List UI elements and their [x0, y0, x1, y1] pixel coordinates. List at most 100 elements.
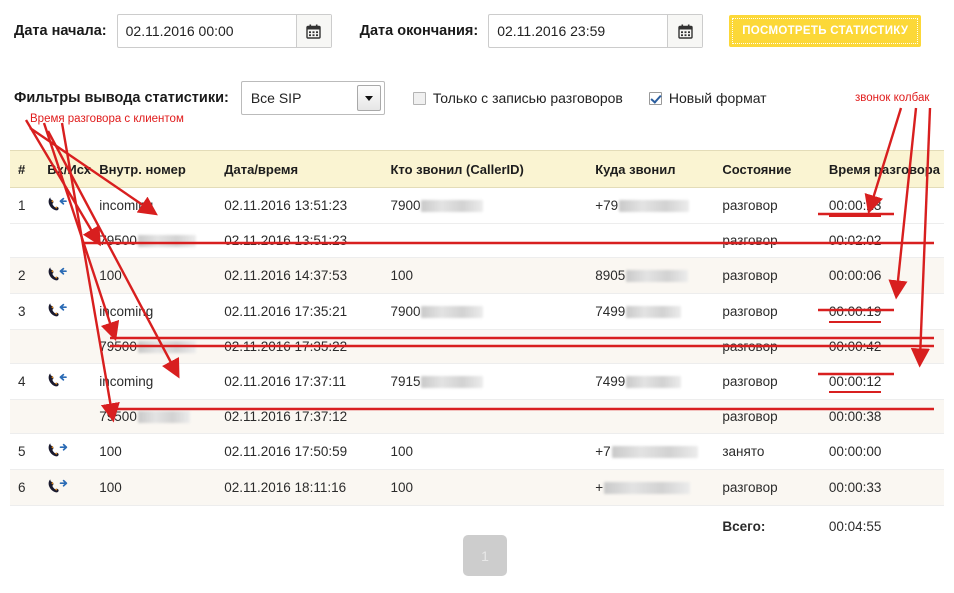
cell-duration: 00:00:42 — [824, 329, 944, 364]
cell-internal-number: 100 — [95, 469, 221, 506]
sip-filter-value: Все SIP — [250, 90, 302, 106]
cell-datetime: 02.11.2016 17:50:59 — [220, 433, 387, 470]
cell-index: 3 — [10, 293, 44, 330]
cell-datetime: 02.11.2016 13:51:23 — [220, 223, 387, 258]
cell-internal-number: 100 — [95, 433, 221, 470]
table-row[interactable]: 79500 02.11.2016 13:51:23 разговор 00:02:02 — [10, 223, 944, 258]
cell-caller-id: 100 — [386, 469, 592, 506]
table-row[interactable]: 5 100 02.11.2016 17:50:59 100 +7 занято 00:00:… — [10, 433, 944, 470]
cell-internal-number: 79500 — [95, 329, 221, 364]
calendar-icon[interactable] — [295, 15, 331, 47]
cell-caller-id — [386, 399, 592, 434]
outgoing-call-icon — [47, 442, 68, 458]
cell-duration: 00:00:19 — [824, 293, 944, 330]
cell-callee: 8905 — [591, 257, 719, 294]
annotation-client-talk-time: Время разговора с клиентом — [30, 113, 184, 125]
cell-index — [10, 329, 44, 364]
outgoing-call-icon — [47, 478, 68, 494]
cell-direction — [43, 329, 96, 364]
cell-state: разговор — [718, 293, 825, 330]
cell-index: 4 — [10, 363, 44, 400]
chevron-down-icon[interactable] — [356, 85, 381, 111]
cell-internal-number: 79500 — [95, 223, 221, 258]
cell-direction — [43, 223, 96, 258]
col-index: # — [10, 150, 44, 188]
cell-state: разговор — [718, 363, 825, 400]
cell-datetime: 02.11.2016 17:37:12 — [220, 399, 387, 434]
cell-state: занято — [718, 433, 825, 470]
table-row[interactable]: 2 100 02.11.2016 14:37:53 100 8905 разговор 00… — [10, 257, 944, 294]
cell-direction — [43, 433, 96, 470]
cell-callee: 7499 — [591, 363, 719, 400]
cell-duration: 00:00:38 — [824, 399, 944, 434]
cell-direction — [43, 363, 96, 400]
annotation-callback-call: звонок колбак — [855, 92, 930, 104]
cell-internal-number: incoming — [95, 363, 221, 400]
call-duration-value: 00:00:38 — [828, 409, 882, 424]
incoming-call-icon — [47, 196, 68, 212]
cell-state: разговор — [718, 399, 825, 434]
pagination-page-1[interactable]: 1 — [463, 535, 507, 576]
redacted-value — [626, 306, 682, 318]
checkbox-box[interactable] — [412, 91, 426, 105]
redacted-value — [137, 235, 196, 247]
new-format-checkbox[interactable]: Новый формат — [648, 90, 767, 106]
table-row[interactable]: 3 incoming 02.11.2016 17:35:21 7900 7499 разг… — [10, 293, 944, 330]
col-direction: Вх/Исх — [43, 150, 96, 188]
show-statistics-button[interactable]: ПОСМОТРЕТЬ СТАТИСТИКУ — [729, 15, 922, 47]
cell-direction — [43, 187, 96, 224]
cell-direction — [43, 469, 96, 506]
col-duration: Время разговора — [824, 150, 944, 188]
cell-state: разговор — [718, 469, 825, 506]
call-duration-value: 00:00:12 — [828, 374, 882, 393]
cell-duration: 00:00:00 — [824, 433, 944, 470]
cell-direction — [43, 293, 96, 330]
cell-direction — [43, 257, 96, 294]
cell-internal-number: 100 — [95, 257, 221, 294]
cell-datetime: 02.11.2016 17:35:22 — [220, 329, 387, 364]
table-row[interactable]: 4 incoming 02.11.2016 17:37:11 7915 7499 разг… — [10, 363, 944, 400]
cell-caller-id: 7915 — [386, 363, 592, 400]
sip-filter-select[interactable]: Все SIP — [240, 81, 385, 115]
table-row[interactable]: 79500 02.11.2016 17:37:12 разговор 00:00:38 — [10, 399, 944, 434]
col-datetime: Дата/время — [220, 150, 387, 188]
col-state: Состояние — [718, 150, 825, 188]
end-date-field[interactable] — [488, 14, 704, 48]
cell-index: 5 — [10, 433, 44, 470]
cell-datetime: 02.11.2016 14:37:53 — [220, 257, 387, 294]
only-with-records-checkbox[interactable]: Только с записью разговоров — [412, 90, 623, 106]
cell-duration: 00:00:33 — [824, 469, 944, 506]
cell-state: разговор — [718, 223, 825, 258]
only-with-records-label: Только с записью разговоров — [432, 90, 623, 106]
cell-callee — [591, 329, 719, 364]
end-date-input[interactable] — [489, 15, 668, 47]
cell-internal-number: incoming — [95, 293, 221, 330]
redacted-value — [137, 411, 190, 423]
cell-caller-id — [386, 223, 592, 258]
cell-index: 6 — [10, 469, 44, 506]
table-row[interactable]: 79500 02.11.2016 17:35:22 разговор 00:00:42 — [10, 329, 944, 364]
table-row[interactable]: 1 incoming 02.11.2016 13:51:23 7900 +79 разго… — [10, 187, 944, 224]
start-date-input[interactable] — [117, 15, 296, 47]
checkbox-box[interactable] — [648, 91, 662, 105]
start-date-field[interactable] — [116, 14, 332, 48]
show-statistics-label: ПОСМОТРЕТЬ СТАТИСТИКУ — [742, 25, 909, 37]
table-row[interactable]: 6 100 02.11.2016 18:11:16 100 + разговор 00:00… — [10, 469, 944, 506]
col-callee: Куда звонил — [591, 150, 719, 188]
cell-state: разговор — [718, 257, 825, 294]
cell-datetime: 02.11.2016 18:11:16 — [220, 469, 387, 506]
call-duration-value: 00:02:02 — [828, 233, 882, 248]
cell-index: 2 — [10, 257, 44, 294]
cell-index: 1 — [10, 187, 44, 224]
cell-internal-number: 79500 — [95, 399, 221, 434]
calendar-icon[interactable] — [667, 15, 703, 47]
redacted-value — [626, 270, 689, 282]
call-duration-value: 00:00:23 — [828, 198, 882, 217]
cell-duration: 00:00:23 — [824, 187, 944, 224]
table-total-row: Всего: 00:04:55 — [10, 505, 944, 543]
incoming-call-icon — [47, 372, 68, 388]
cell-callee — [591, 223, 719, 258]
table-body: 1 incoming 02.11.2016 13:51:23 7900 +79 разго… — [10, 187, 944, 543]
cell-callee — [591, 399, 719, 434]
redacted-value — [611, 446, 698, 458]
